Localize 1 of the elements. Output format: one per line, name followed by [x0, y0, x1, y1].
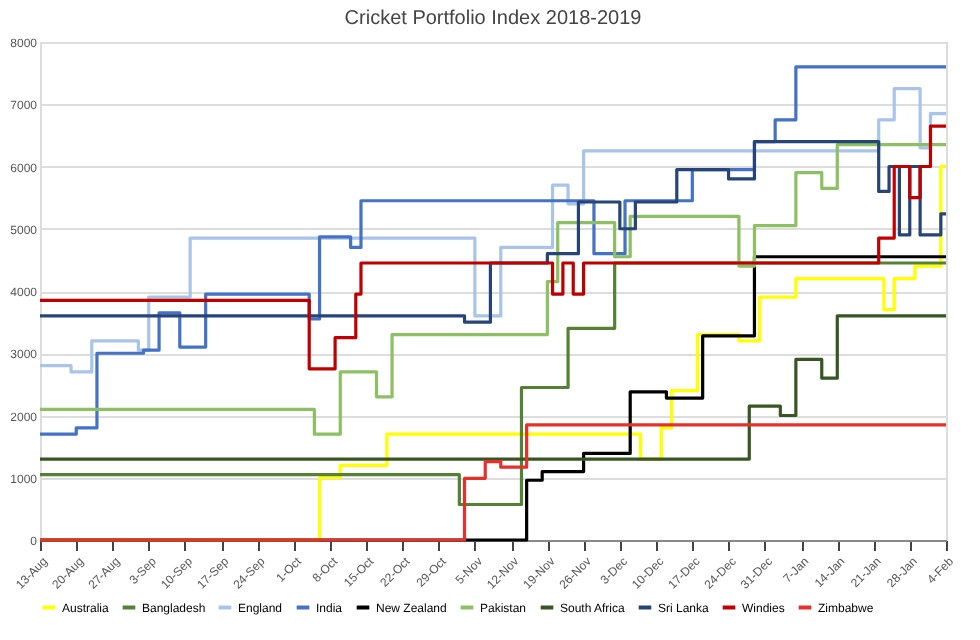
chart-title: Cricket Portfolio Index 2018-2019 [344, 8, 643, 30]
